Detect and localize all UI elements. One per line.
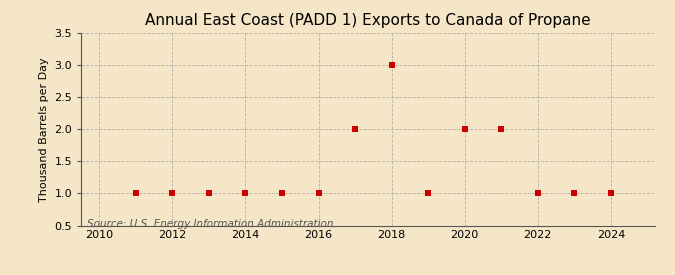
Point xyxy=(350,127,360,131)
Point xyxy=(496,127,507,131)
Title: Annual East Coast (PADD 1) Exports to Canada of Propane: Annual East Coast (PADD 1) Exports to Ca… xyxy=(145,13,591,28)
Point xyxy=(605,191,616,196)
Point xyxy=(203,191,214,196)
Y-axis label: Thousand Barrels per Day: Thousand Barrels per Day xyxy=(38,57,49,202)
Point xyxy=(313,191,324,196)
Point xyxy=(277,191,288,196)
Text: Source: U.S. Energy Information Administration: Source: U.S. Energy Information Administ… xyxy=(86,219,333,229)
Point xyxy=(423,191,433,196)
Point xyxy=(130,191,141,196)
Point xyxy=(386,63,397,67)
Point xyxy=(569,191,580,196)
Point xyxy=(240,191,251,196)
Point xyxy=(459,127,470,131)
Point xyxy=(167,191,178,196)
Point xyxy=(533,191,543,196)
